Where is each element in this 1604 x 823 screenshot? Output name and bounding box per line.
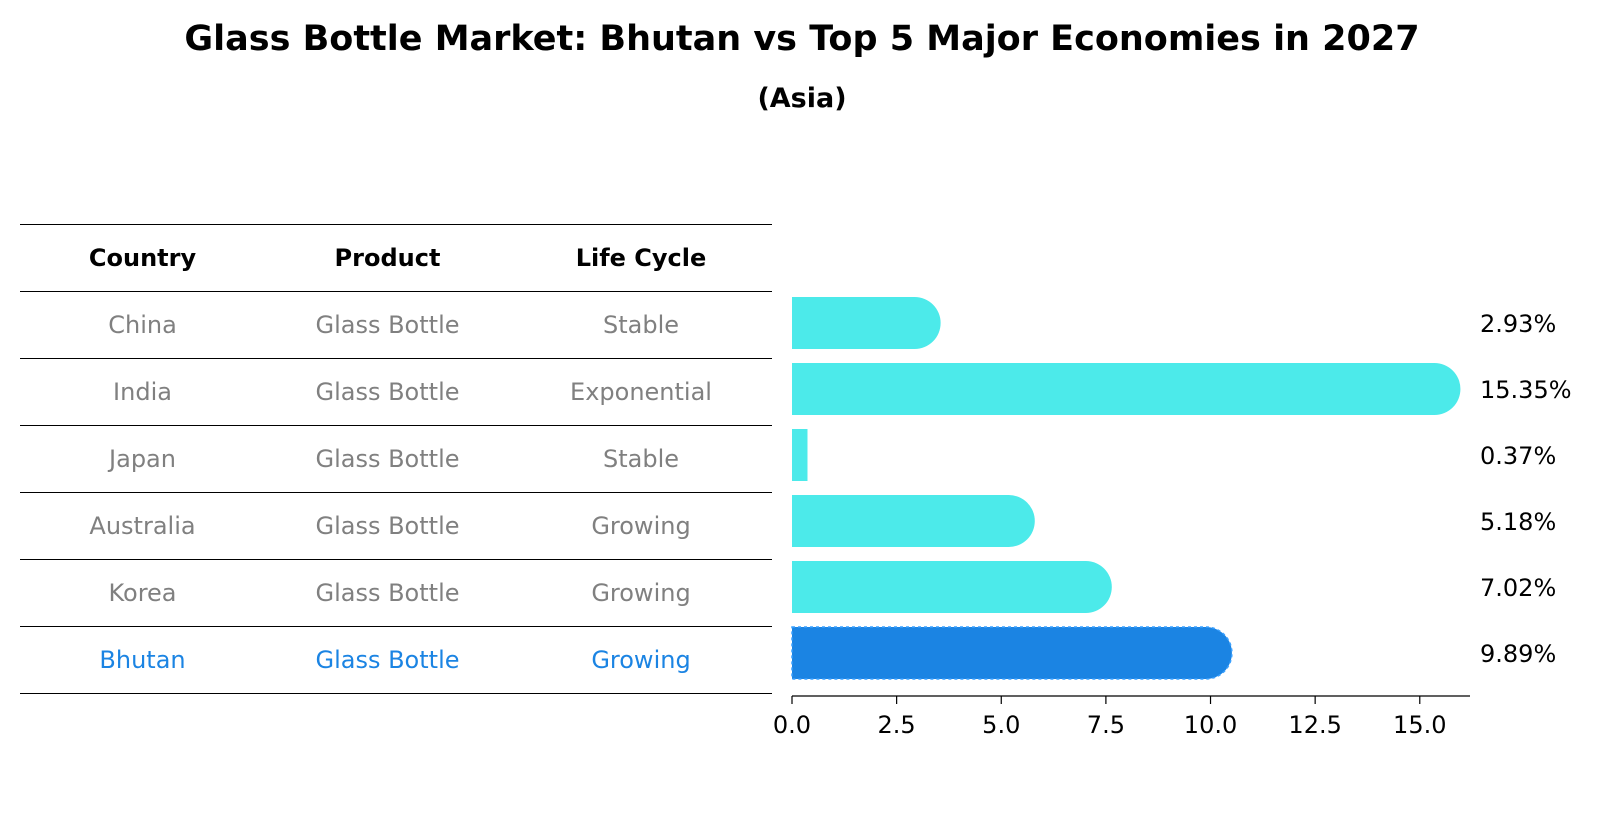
- cell-life-cycle: Growing: [510, 492, 772, 560]
- bar-australia: [792, 495, 1035, 547]
- bar-china: [792, 297, 941, 349]
- cell-life-cycle: Growing: [510, 626, 772, 694]
- header-country: Country: [20, 224, 265, 292]
- cell-country: Australia: [20, 492, 265, 560]
- value-label-india: 15.35%: [1480, 376, 1572, 404]
- cell-product: Glass Bottle: [265, 358, 510, 426]
- value-label-korea: 7.02%: [1480, 574, 1556, 602]
- table-row: India Glass Bottle Exponential: [20, 358, 772, 426]
- cell-country: Japan: [20, 425, 265, 493]
- table-row: Australia Glass Bottle Growing: [20, 492, 772, 560]
- cell-life-cycle: Exponential: [510, 358, 772, 426]
- x-tick-label: 7.5: [1087, 711, 1125, 739]
- cell-product: Glass Bottle: [265, 291, 510, 359]
- value-label-china: 2.93%: [1480, 310, 1556, 338]
- cell-product: Glass Bottle: [265, 492, 510, 560]
- x-tick-label: 15.0: [1393, 711, 1446, 739]
- cell-product: Glass Bottle: [265, 626, 510, 694]
- header-product: Product: [265, 224, 510, 292]
- cell-life-cycle: Stable: [510, 425, 772, 493]
- cell-country: Bhutan: [20, 626, 265, 694]
- cell-product: Glass Bottle: [265, 559, 510, 627]
- value-label-japan: 0.37%: [1480, 442, 1556, 470]
- bar-japan: [792, 429, 808, 481]
- cell-product: Glass Bottle: [265, 425, 510, 493]
- x-tick-label: 2.5: [878, 711, 916, 739]
- chart-title: Glass Bottle Market: Bhutan vs Top 5 Maj…: [184, 19, 1420, 59]
- market-table: Country Product Life Cycle China Glass B…: [20, 224, 772, 694]
- x-tick-label: 10.0: [1184, 711, 1237, 739]
- bar-bhutan: [791, 626, 1233, 680]
- cell-country: China: [20, 291, 265, 359]
- x-tick-label: 0.0: [773, 711, 811, 739]
- header-life-cycle: Life Cycle: [510, 224, 772, 292]
- value-label-australia: 5.18%: [1480, 508, 1556, 536]
- cell-life-cycle: Stable: [510, 291, 772, 359]
- table-row: China Glass Bottle Stable: [20, 291, 772, 359]
- table-row: Japan Glass Bottle Stable: [20, 425, 772, 493]
- table-row-highlight: Bhutan Glass Bottle Growing: [20, 626, 772, 694]
- table-header-row: Country Product Life Cycle: [20, 224, 772, 292]
- table-row: Korea Glass Bottle Growing: [20, 559, 772, 627]
- bar-korea: [792, 561, 1112, 613]
- x-tick-label: 12.5: [1288, 711, 1341, 739]
- value-label-bhutan: 9.89%: [1480, 640, 1556, 668]
- cell-country: India: [20, 358, 265, 426]
- x-tick-label: 5.0: [982, 711, 1020, 739]
- chart-subtitle: (Asia): [757, 83, 847, 114]
- cell-country: Korea: [20, 559, 265, 627]
- bar-india: [792, 363, 1461, 415]
- cell-life-cycle: Growing: [510, 559, 772, 627]
